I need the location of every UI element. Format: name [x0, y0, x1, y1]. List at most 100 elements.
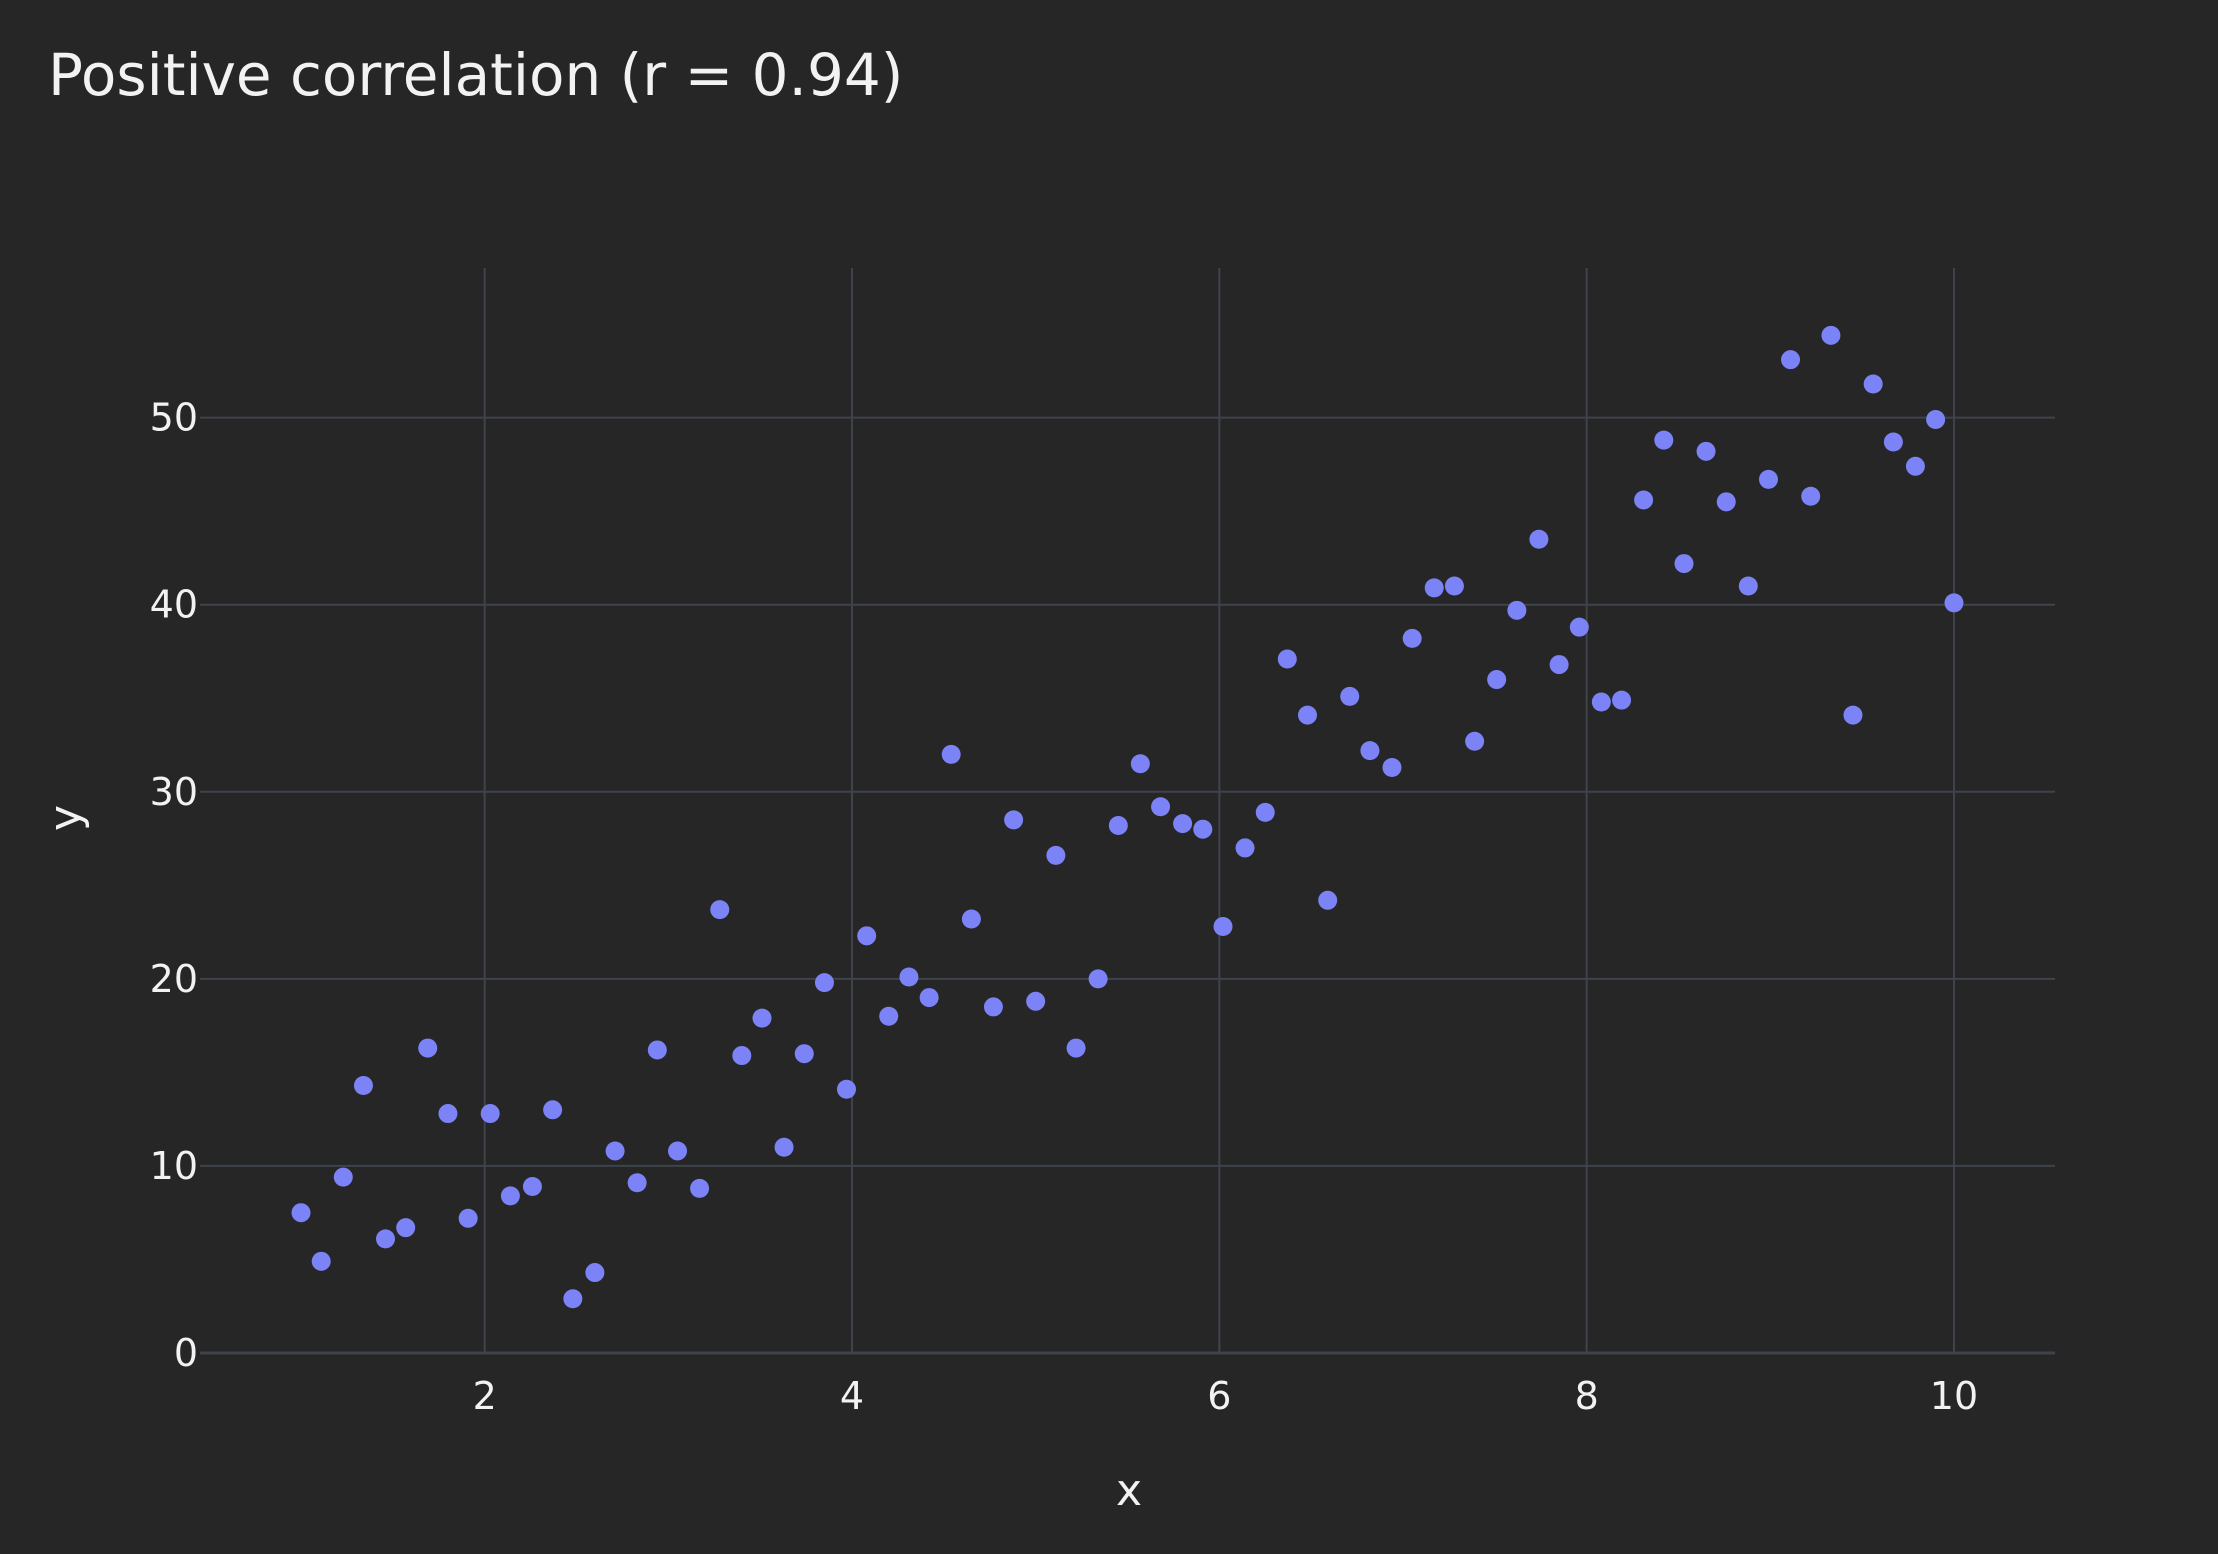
- data-point: [1235, 838, 1255, 858]
- data-point: [353, 1075, 373, 1095]
- data-point: [1591, 692, 1611, 712]
- data-point: [1277, 649, 1297, 669]
- data-point: [899, 967, 919, 987]
- data-point: [1738, 576, 1758, 596]
- data-point: [1758, 469, 1778, 489]
- data-points: [291, 325, 1964, 1309]
- data-point: [585, 1263, 605, 1283]
- data-point: [1674, 554, 1694, 574]
- y-tick-label: 0: [174, 1331, 198, 1375]
- data-point: [1944, 593, 1964, 613]
- data-point: [1863, 374, 1883, 394]
- data-point: [333, 1167, 353, 1187]
- data-point: [522, 1177, 542, 1197]
- x-tick-label: 8: [1575, 1374, 1599, 1418]
- data-point: [1801, 486, 1821, 506]
- data-point: [1151, 797, 1171, 817]
- data-point: [1424, 578, 1444, 598]
- x-tick-labels: 2 4 6 8 10: [473, 1374, 1979, 1418]
- data-point: [814, 973, 834, 993]
- data-point: [794, 1044, 814, 1064]
- data-point: [961, 909, 981, 929]
- data-point: [1716, 492, 1736, 512]
- data-point: [1549, 655, 1569, 675]
- x-axis-title: x: [1116, 1465, 1142, 1516]
- data-point: [1318, 890, 1338, 910]
- data-point: [543, 1100, 563, 1120]
- data-point: [1340, 686, 1360, 706]
- x-tick-label: 4: [840, 1374, 864, 1418]
- data-point: [1088, 969, 1108, 989]
- data-point: [563, 1289, 583, 1309]
- data-point: [1402, 628, 1422, 648]
- data-point: [396, 1218, 416, 1238]
- data-point: [668, 1141, 688, 1161]
- data-point: [1883, 432, 1903, 452]
- data-point: [941, 744, 961, 764]
- y-tick-label: 40: [150, 583, 198, 627]
- data-point: [1465, 731, 1485, 751]
- data-point: [710, 900, 730, 920]
- data-point: [500, 1186, 520, 1206]
- data-point: [480, 1104, 500, 1124]
- data-point: [311, 1251, 331, 1271]
- data-point: [1612, 690, 1632, 710]
- data-point: [1213, 916, 1233, 936]
- data-point: [1487, 670, 1507, 690]
- data-point: [1654, 430, 1674, 450]
- data-point: [1634, 490, 1654, 510]
- data-point: [1444, 576, 1464, 596]
- data-point: [1026, 991, 1046, 1011]
- data-point: [1781, 350, 1801, 370]
- data-point: [1843, 705, 1863, 725]
- chart-title: Positive correlation (r = 0.94): [48, 41, 903, 109]
- y-tick-labels: 0 10 20 30 40 50: [150, 396, 198, 1375]
- data-point: [1193, 819, 1213, 839]
- data-point: [1255, 802, 1275, 822]
- data-point: [1821, 325, 1841, 345]
- data-point: [376, 1229, 395, 1249]
- grid-lines: [200, 268, 2055, 1355]
- data-point: [1004, 810, 1024, 830]
- data-point: [458, 1208, 478, 1228]
- data-point: [752, 1008, 772, 1028]
- y-tick-label: 50: [150, 396, 198, 440]
- data-point: [1569, 617, 1589, 637]
- data-point: [983, 997, 1003, 1017]
- data-point: [1130, 754, 1150, 774]
- data-point: [1046, 845, 1066, 865]
- data-point: [1108, 815, 1128, 835]
- data-point: [879, 1006, 899, 1026]
- data-point: [291, 1203, 311, 1223]
- data-point: [732, 1046, 752, 1066]
- data-point: [1529, 529, 1549, 549]
- data-point: [1905, 456, 1925, 476]
- data-point: [1696, 441, 1716, 461]
- data-point: [1066, 1038, 1086, 1058]
- y-tick-label: 30: [150, 770, 198, 814]
- data-point: [774, 1137, 794, 1157]
- data-point: [919, 988, 939, 1008]
- data-point: [1173, 814, 1193, 834]
- data-point: [836, 1079, 856, 1099]
- x-tick-label: 10: [1930, 1374, 1978, 1418]
- y-axis-title: y: [40, 805, 91, 831]
- data-point: [857, 926, 877, 946]
- x-tick-label: 2: [473, 1374, 497, 1418]
- data-point: [627, 1173, 647, 1193]
- data-point: [647, 1040, 667, 1060]
- y-tick-label: 20: [150, 957, 198, 1001]
- data-point: [1382, 757, 1402, 777]
- data-point: [438, 1104, 458, 1124]
- data-point: [1360, 741, 1380, 761]
- data-point: [1926, 410, 1946, 430]
- data-point: [1297, 705, 1317, 725]
- data-point: [1507, 600, 1527, 620]
- data-point: [690, 1178, 710, 1198]
- data-point: [605, 1141, 625, 1161]
- data-point: [418, 1038, 438, 1058]
- x-tick-label: 6: [1207, 1374, 1231, 1418]
